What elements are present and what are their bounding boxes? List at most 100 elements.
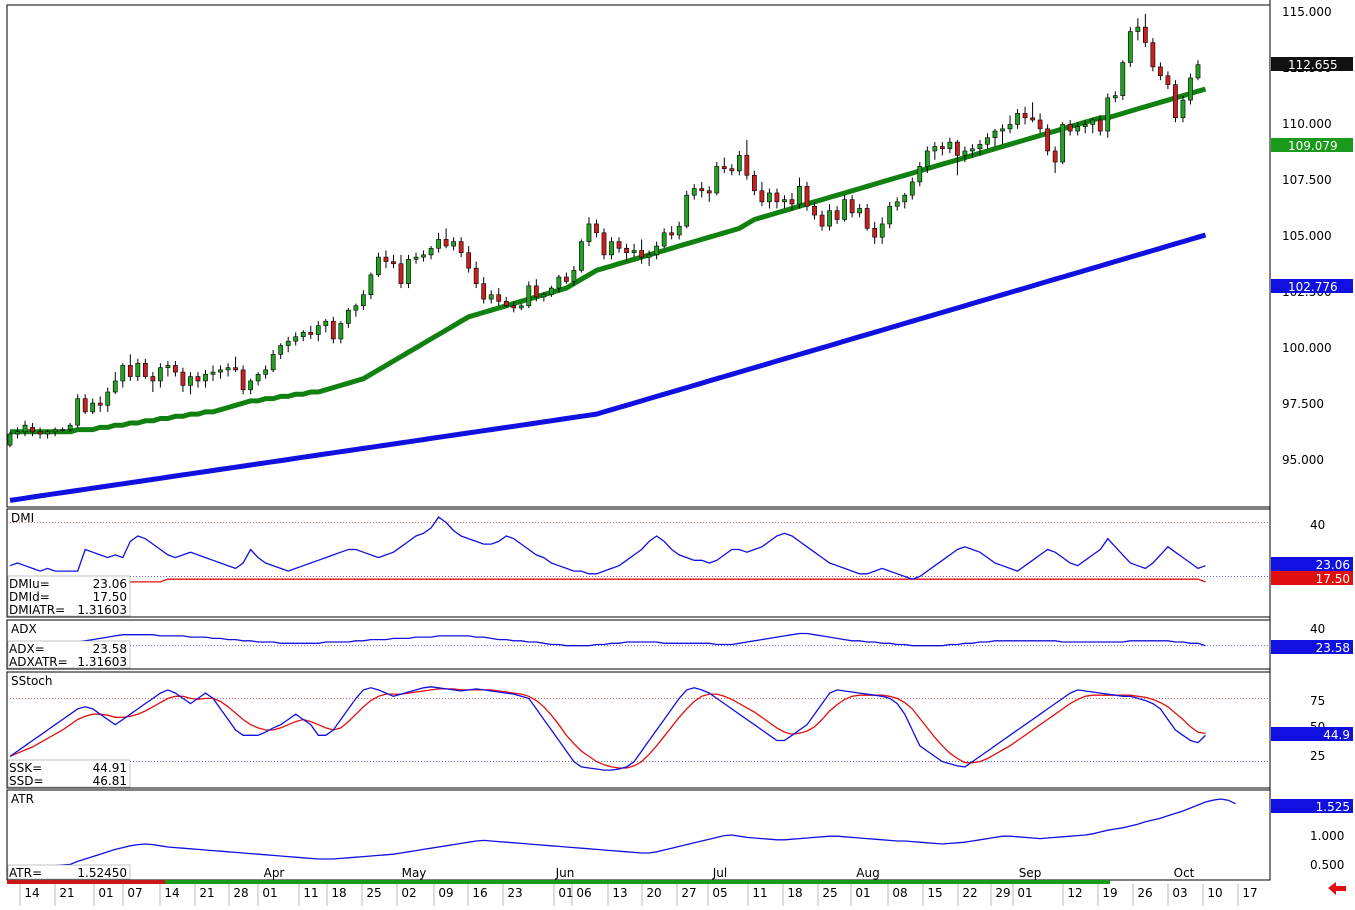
candlestick-bar[interactable] (210, 365, 216, 381)
candlestick-bar[interactable] (406, 254, 411, 289)
candlestick-bar[interactable] (421, 250, 426, 262)
candlestick-bar[interactable] (917, 162, 923, 187)
candlestick-bar[interactable] (797, 177, 802, 209)
candlestick-bar[interactable] (383, 250, 389, 269)
candlestick-bar[interactable] (654, 241, 660, 260)
candlestick-bar[interactable] (947, 137, 953, 154)
candlestick-bar[interactable] (1037, 113, 1043, 134)
candlestick-bar[interactable] (646, 250, 652, 266)
candlestick-bar[interactable] (1188, 73, 1193, 105)
candlestick-bar[interactable] (909, 177, 915, 200)
candlestick-bar[interactable] (263, 365, 269, 379)
candlestick-bar[interactable] (601, 228, 607, 260)
candlestick-bar[interactable] (391, 254, 396, 269)
candlestick-bar[interactable] (676, 221, 682, 240)
candlestick-bar[interactable] (293, 332, 299, 346)
candlestick-bar[interactable] (353, 303, 359, 317)
candlestick-bar[interactable] (203, 369, 208, 388)
candlestick-bar[interactable] (7, 431, 13, 448)
candlestick-bar[interactable] (173, 361, 178, 377)
candlestick-bar[interactable] (330, 316, 336, 344)
candlestick-bar[interactable] (1007, 115, 1013, 134)
candlestick-bar[interactable] (323, 319, 329, 333)
candlestick-bar[interactable] (345, 307, 351, 328)
price-panel[interactable]: 115.000112.500110.000107.500105.000102.5… (7, 5, 1353, 503)
candlestick-bar[interactable] (669, 226, 675, 240)
candlestick-bar[interactable] (338, 321, 344, 344)
red-left-arrow-icon[interactable] (1328, 882, 1346, 895)
candlestick-bar[interactable] (1030, 102, 1035, 123)
candlestick-bar[interactable] (962, 146, 968, 163)
candlestick-bar[interactable] (90, 398, 96, 415)
candlestick-bar[interactable] (511, 301, 517, 313)
candlestick-bar[interactable] (458, 237, 464, 258)
candlestick-bar[interactable] (759, 181, 765, 207)
candlestick-bar[interactable] (218, 365, 223, 379)
candlestick-bar[interactable] (782, 195, 787, 209)
candlestick-bar[interactable] (52, 427, 58, 437)
candlestick-bar[interactable] (308, 325, 314, 339)
candlestick-bar[interactable] (736, 150, 742, 176)
candlestick-bar[interactable] (443, 228, 449, 249)
candlestick-bar[interactable] (992, 128, 998, 147)
candlestick-bar[interactable] (285, 336, 291, 353)
candlestick-bar[interactable] (887, 201, 893, 229)
candlestick-bar[interactable] (165, 361, 171, 377)
indicator-panel-dmi[interactable]: DMI 40 DMIu= 23.06 DMId= 17.50 DMIATR= 1.31603 2… (7, 511, 1353, 617)
candlestick-bar[interactable] (579, 239, 584, 273)
candlestick-bar[interactable] (661, 228, 667, 249)
candlestick-bar[interactable] (142, 358, 148, 379)
candlestick-bar[interactable] (1135, 18, 1141, 41)
candlestick-bar[interactable] (496, 288, 502, 306)
candlestick-bar[interactable] (789, 192, 795, 211)
candlestick-bar[interactable] (970, 144, 975, 158)
candlestick-bar[interactable] (827, 204, 832, 231)
candlestick-bar[interactable] (1045, 124, 1050, 156)
candlestick-bar[interactable] (67, 422, 73, 432)
candlestick-bar[interactable] (752, 170, 757, 196)
candlestick-bar[interactable] (774, 188, 780, 209)
candlestick-bar[interactable] (135, 358, 141, 381)
candlestick-bar[interactable] (466, 246, 472, 273)
candlestick-bar[interactable] (924, 146, 930, 174)
candlestick-bar[interactable] (37, 427, 43, 439)
candlestick-bar[interactable] (1180, 95, 1186, 123)
candlestick-bar[interactable] (533, 279, 539, 302)
candlestick-bar[interactable] (556, 274, 562, 293)
candlestick-bar[interactable] (112, 372, 118, 395)
candlestick-bar[interactable] (361, 290, 366, 311)
candlestick-bar[interactable] (15, 427, 20, 439)
candlestick-bar[interactable] (45, 429, 50, 439)
candlestick-bar[interactable] (1127, 27, 1133, 67)
candlestick-bar[interactable] (315, 321, 321, 342)
candlestick-bar[interactable] (631, 243, 637, 258)
candlestick-bar[interactable] (240, 365, 246, 395)
candlestick-bar[interactable] (82, 394, 88, 415)
candlestick-bar[interactable] (706, 186, 712, 202)
candlestick-bar[interactable] (158, 363, 163, 388)
candlestick-bar[interactable] (1165, 71, 1171, 90)
candlestick-bar[interactable] (180, 367, 186, 393)
candlestick-bar[interactable] (744, 139, 750, 180)
candlestick-bar[interactable] (428, 246, 434, 260)
candlestick-bar[interactable] (767, 188, 772, 209)
candlestick-bar[interactable] (75, 394, 81, 428)
candlestick-bar[interactable] (1015, 108, 1020, 129)
candlestick-bar[interactable] (300, 330, 306, 342)
candlestick-bar[interactable] (1060, 122, 1066, 165)
candlestick-bar[interactable] (503, 296, 509, 308)
candlestick-bar[interactable] (849, 195, 855, 218)
candlestick-bar[interactable] (714, 162, 720, 196)
candlestick-bar[interactable] (819, 210, 825, 231)
candlestick-bar[interactable] (278, 343, 284, 359)
candlestick-bar[interactable] (127, 354, 133, 381)
candlestick-bar[interactable] (894, 197, 900, 211)
candlestick-bar[interactable] (541, 292, 547, 302)
candlestick-bar[interactable] (1067, 119, 1073, 136)
candlestick-bar[interactable] (872, 221, 878, 244)
candlestick-bar[interactable] (60, 427, 66, 432)
candlestick-bar[interactable] (639, 239, 644, 264)
candlestick-bar[interactable] (571, 265, 577, 286)
candlestick-bar[interactable] (248, 378, 253, 395)
